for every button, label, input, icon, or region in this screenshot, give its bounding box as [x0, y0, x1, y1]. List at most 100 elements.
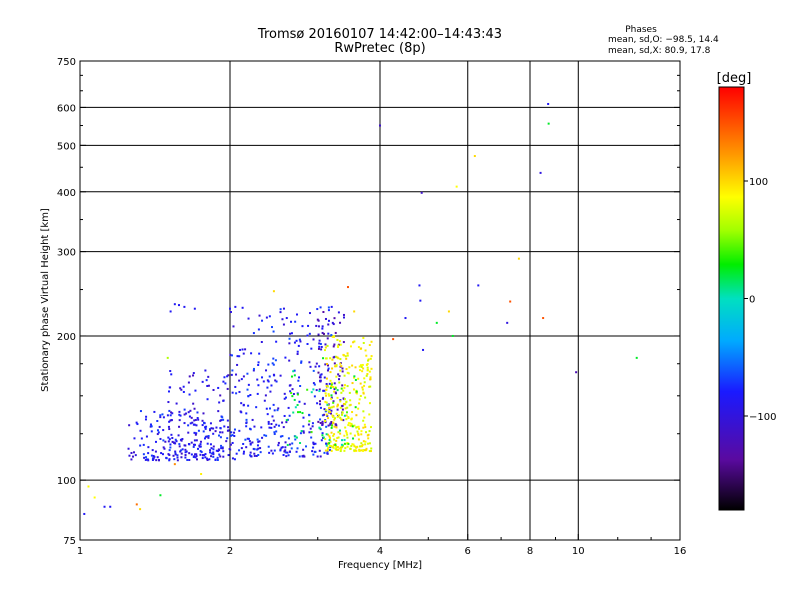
data-point: [318, 390, 321, 393]
data-point: [358, 398, 361, 401]
data-point: [230, 431, 233, 434]
data-point: [338, 340, 341, 343]
data-point: [509, 300, 512, 303]
data-point: [173, 463, 176, 466]
data-point: [331, 358, 334, 361]
data-point: [229, 443, 232, 446]
grid-lines: [80, 61, 680, 540]
data-point: [363, 423, 366, 426]
data-point: [260, 426, 263, 429]
data-point: [227, 429, 230, 432]
data-point: [196, 447, 199, 450]
data-point: [279, 308, 282, 311]
data-point: [368, 450, 371, 453]
data-point: [205, 379, 208, 382]
data-point: [350, 424, 353, 427]
data-point: [329, 371, 332, 374]
data-point: [192, 372, 195, 375]
data-point: [156, 420, 159, 423]
data-point: [226, 437, 229, 440]
data-point: [330, 334, 333, 337]
data-point: [279, 435, 282, 438]
data-point: [330, 382, 333, 385]
data-point: [144, 418, 147, 421]
data-point: [329, 387, 332, 390]
data-point: [334, 423, 337, 426]
data-point: [290, 332, 293, 335]
data-point: [332, 345, 335, 348]
data-point: [201, 380, 204, 383]
data-point: [272, 419, 275, 422]
data-point: [268, 426, 271, 429]
data-point: [280, 446, 283, 449]
data-point: [239, 348, 242, 351]
data-point: [330, 424, 333, 427]
data-point: [230, 373, 233, 376]
data-point: [218, 449, 221, 452]
data-point: [339, 369, 342, 372]
data-point: [176, 454, 179, 457]
data-point: [203, 454, 206, 457]
data-point: [163, 447, 166, 450]
data-point: [353, 434, 356, 437]
data-point: [257, 453, 260, 456]
data-point: [328, 382, 331, 385]
data-point: [312, 338, 315, 341]
data-point: [217, 386, 220, 389]
data-point: [186, 458, 189, 461]
data-point: [140, 437, 143, 440]
data-point: [272, 290, 275, 293]
data-point: [269, 390, 272, 393]
data-point: [321, 423, 324, 426]
data-point: [338, 414, 341, 417]
data-point: [204, 369, 207, 372]
data-point: [329, 440, 332, 443]
data-point: [185, 450, 188, 453]
data-point: [240, 447, 243, 450]
data-point: [230, 354, 233, 357]
data-point: [214, 458, 217, 461]
data-point: [179, 387, 182, 390]
data-point: [329, 445, 332, 448]
data-point: [340, 391, 343, 394]
data-point: [328, 408, 331, 411]
data-point: [144, 458, 147, 461]
data-point: [175, 402, 178, 405]
data-point: [319, 374, 322, 377]
data-point: [324, 346, 327, 349]
data-point: [258, 440, 261, 443]
data-point: [172, 454, 175, 457]
data-point: [361, 443, 364, 446]
data-point: [322, 332, 325, 335]
data-point: [168, 454, 171, 457]
data-point: [229, 311, 232, 314]
data-point: [136, 423, 139, 426]
data-point: [109, 505, 112, 508]
data-point: [337, 373, 340, 376]
data-point: [127, 447, 130, 450]
data-point: [369, 385, 372, 388]
y-tick-label: 750: [57, 57, 76, 68]
data-point: [296, 404, 299, 407]
data-point: [367, 358, 370, 361]
data-point: [314, 442, 317, 445]
data-point: [169, 446, 172, 449]
data-point: [324, 420, 327, 423]
data-point: [169, 310, 172, 313]
data-point: [200, 473, 203, 476]
data-point: [303, 455, 306, 458]
data-point: [345, 357, 348, 360]
data-point: [218, 434, 221, 437]
data-point: [317, 325, 320, 328]
data-point: [170, 373, 173, 376]
data-point: [318, 388, 321, 391]
data-point: [334, 392, 337, 395]
data-point: [342, 389, 345, 392]
data-point: [362, 419, 365, 422]
data-point: [326, 452, 329, 455]
data-point: [194, 389, 197, 392]
y-tick-label: 75: [63, 536, 76, 547]
data-point: [418, 284, 421, 287]
data-point: [290, 447, 293, 450]
data-point: [291, 395, 294, 398]
